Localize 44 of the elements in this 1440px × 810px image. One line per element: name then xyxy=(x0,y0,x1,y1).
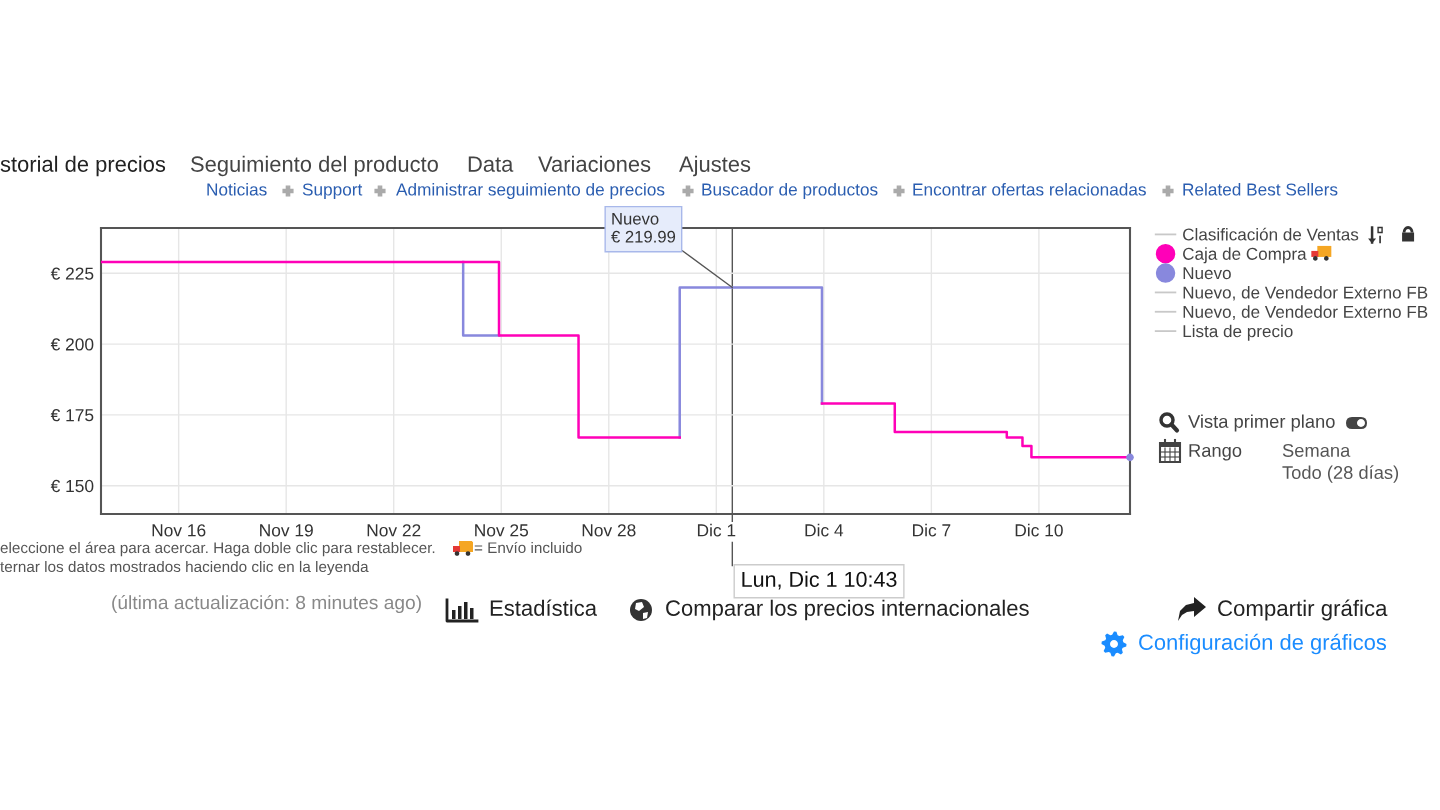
legend-label: Nuevo xyxy=(1183,267,1231,280)
x-tick-label: Nov 19 xyxy=(260,524,313,537)
text: Administrar seguimiento de precios xyxy=(396,182,665,200)
x-tick-label: Nov 25 xyxy=(475,524,529,537)
x-tick-label: Dic 7 xyxy=(913,523,951,537)
text: Compartir gráfica xyxy=(1218,599,1388,621)
text: Related Best Sellers xyxy=(1183,182,1338,196)
legend-label: Lista de precio xyxy=(1183,324,1293,341)
text: ternar los datos mostrados haciendo clic en la leyenda xyxy=(0,560,369,576)
text: eleccione el área para acercar. Haga doble clic para restablecer. xyxy=(0,541,435,557)
text: Rango xyxy=(1189,444,1242,461)
text: Vista primer plano xyxy=(1188,414,1335,432)
legend-label: Nuevo, de Vendedor Externo FB xyxy=(1183,286,1428,301)
text: Encontrar ofertas relacionadas xyxy=(913,182,1146,196)
legend-label: Nuevo, de Vendedor Externo FB xyxy=(1183,305,1428,320)
y-tick-label: € 200 xyxy=(50,338,94,351)
annotation: Nuevo € 219.99 xyxy=(611,213,676,243)
y-tick-label: € 175 xyxy=(50,409,94,422)
legend-label: Caja de Compra xyxy=(1183,247,1307,264)
text: Comparar los precios internacionales xyxy=(666,599,1029,621)
text: = Envío incluido xyxy=(474,541,582,554)
text: (última actualización: 8 minutes ago) xyxy=(112,594,421,614)
text: Todo (28 días) xyxy=(1282,465,1399,483)
x-tick-label: Dic 10 xyxy=(1015,523,1063,537)
text: Support xyxy=(302,183,363,200)
text: Semana xyxy=(1282,443,1351,457)
text: Noticias xyxy=(207,182,267,196)
y-tick-label: € 150 xyxy=(50,479,94,493)
text: Data xyxy=(468,156,514,172)
ref-line-label: Lun, Dic 1 10:43 xyxy=(742,571,897,590)
text: Ajustes xyxy=(679,155,751,177)
text: Seguimiento del producto xyxy=(191,155,438,177)
text: Buscador de productos xyxy=(702,182,878,200)
x-tick-label: Nov 16 xyxy=(152,524,206,537)
x-tick-label: Dic 1 xyxy=(697,523,736,537)
legend-label: Clasificación de Ventas xyxy=(1183,227,1359,241)
text: Configuración de gráficos xyxy=(1139,633,1387,655)
x-tick-label: Nov 22 xyxy=(367,524,421,537)
text: Estadística xyxy=(490,599,598,616)
y-tick-label: € 225 xyxy=(50,267,94,280)
text: storial de precios xyxy=(0,155,166,177)
x-tick-label: Nov 28 xyxy=(582,524,636,537)
text: Variaciones xyxy=(538,155,651,172)
x-tick-label: Dic 4 xyxy=(805,523,844,537)
